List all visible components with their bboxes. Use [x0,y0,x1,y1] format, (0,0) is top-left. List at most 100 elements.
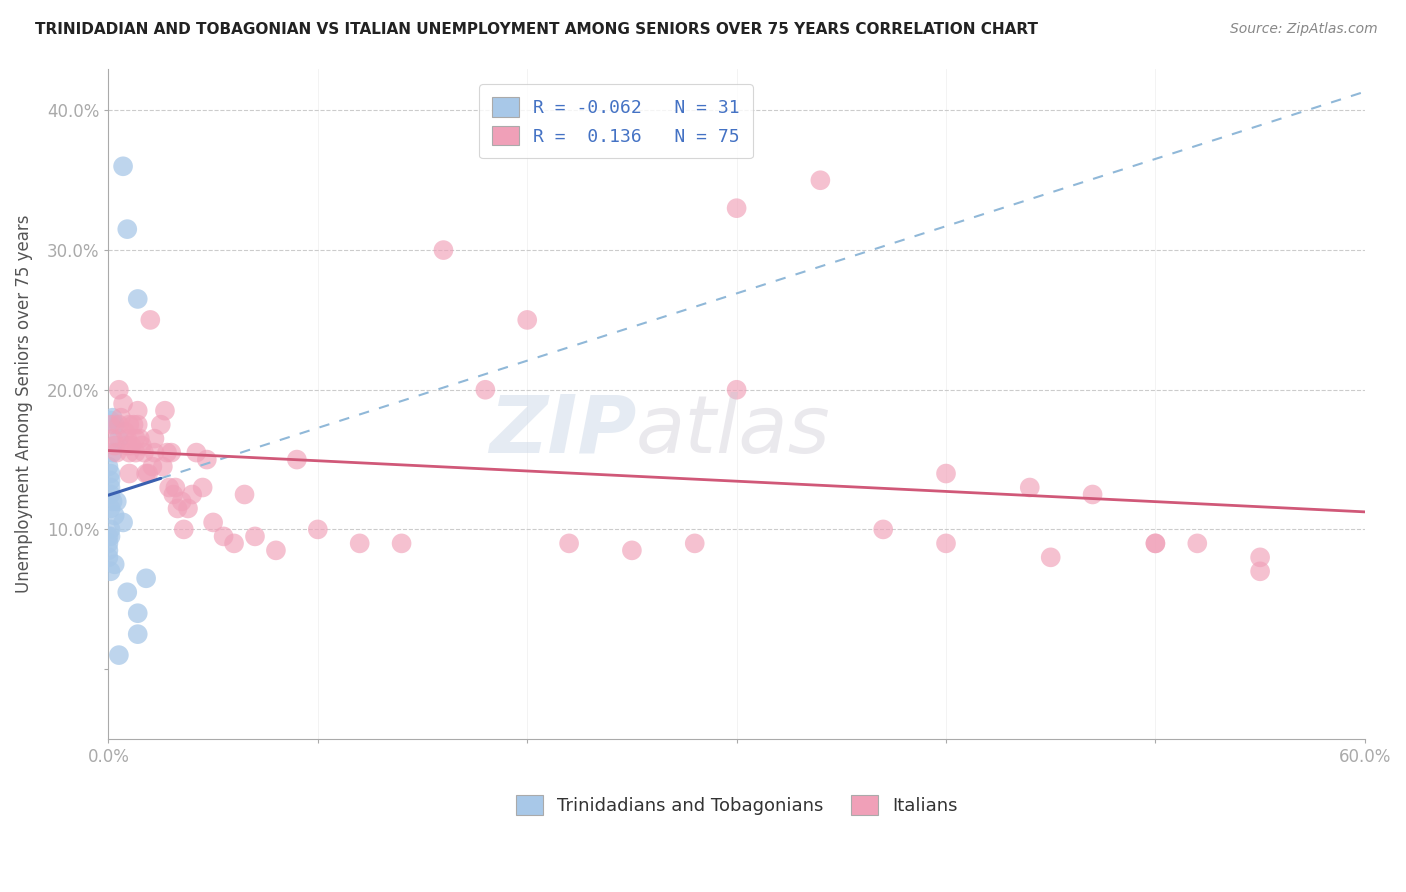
Point [181,487,204,501]
Point [127,292,149,306]
Point [127,403,149,417]
Point [474,383,496,397]
Point [132,445,155,459]
Point [101,494,124,508]
Point [100,481,122,495]
Point [186,445,208,459]
Point [100,467,122,481]
Point [243,529,266,543]
Text: Source: ZipAtlas.com: Source: ZipAtlas.com [1230,22,1378,37]
Point [100,564,122,578]
Point [100,523,122,537]
Point [128,432,150,446]
Point [1144,536,1167,550]
Point [1081,487,1104,501]
Point [97,550,120,565]
Point [112,516,135,530]
Legend: Trinidadians and Tobagonians, Italians: Trinidadians and Tobagonians, Italians [509,789,965,822]
Point [108,648,131,662]
Y-axis label: Unemployment Among Seniors over 75 years: Unemployment Among Seniors over 75 years [15,214,32,593]
Point [124,445,146,459]
Point [153,403,176,417]
Point [725,201,748,215]
Point [139,313,162,327]
Point [100,487,122,501]
Point [100,474,122,488]
Point [100,529,122,543]
Point [122,417,145,432]
Point [97,536,120,550]
Point [117,585,139,599]
Point [177,501,200,516]
Point [141,459,163,474]
Point [349,536,371,550]
Point [100,501,122,516]
Point [391,536,413,550]
Point [264,543,287,558]
Point [117,432,139,446]
Point [558,536,581,550]
Point [173,523,195,537]
Point [114,425,136,439]
Point [195,452,218,467]
Point [131,439,153,453]
Point [872,523,894,537]
Point [620,543,643,558]
Point [191,481,214,495]
Point [1018,481,1040,495]
Point [152,459,174,474]
Point [105,445,128,459]
Point [170,494,193,508]
Point [135,571,157,585]
Point [233,487,256,501]
Point [162,487,184,501]
Point [127,417,149,432]
Point [166,501,188,516]
Point [725,383,748,397]
Point [118,445,141,459]
Point [124,432,146,446]
Point [104,508,127,523]
Point [808,173,831,187]
Point [117,439,139,453]
Point [127,627,149,641]
Point [165,481,187,495]
Point [118,417,141,432]
Point [516,313,538,327]
Point [935,467,957,481]
Point [157,481,180,495]
Point [432,243,454,257]
Point [935,536,957,550]
Point [683,536,706,550]
Point [1039,550,1062,565]
Point [110,410,132,425]
Point [149,417,172,432]
Point [143,432,166,446]
Point [104,417,127,432]
Point [101,445,124,459]
Point [160,445,183,459]
Text: atlas: atlas [636,392,831,469]
Point [97,543,120,558]
Point [104,439,127,453]
Point [127,606,149,620]
Point [307,523,329,537]
Point [1144,536,1167,550]
Point [112,397,135,411]
Point [1187,536,1209,550]
Point [143,445,166,459]
Point [108,383,131,397]
Point [108,417,131,432]
Point [285,452,308,467]
Point [156,445,179,459]
Text: TRINIDADIAN AND TOBAGONIAN VS ITALIAN UNEMPLOYMENT AMONG SENIORS OVER 75 YEARS C: TRINIDADIAN AND TOBAGONIAN VS ITALIAN UN… [35,22,1038,37]
Point [105,494,128,508]
Point [135,467,157,481]
Point [101,432,124,446]
Point [101,410,124,425]
Point [100,413,122,427]
Point [118,467,141,481]
Point [1249,550,1271,565]
Point [212,529,235,543]
Point [97,459,120,474]
